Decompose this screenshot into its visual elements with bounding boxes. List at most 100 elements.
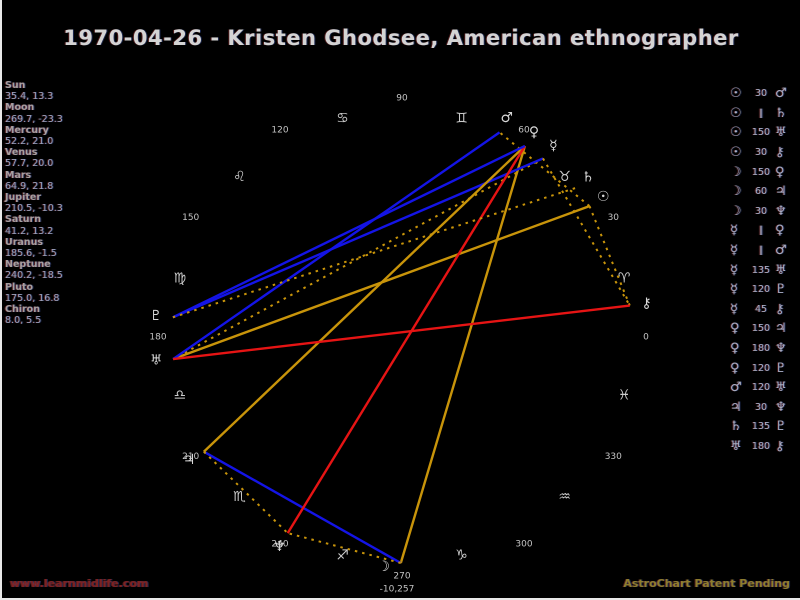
aspect-planet2-glyph: ♃ — [775, 321, 787, 337]
aspect-planet2-glyph: ♆ — [775, 399, 787, 415]
scorpio-sign-icon: ♏ — [233, 489, 246, 505]
libra-sign-icon: ♎ — [174, 387, 187, 403]
aspect-row: ☉ ∥ ♄ — [730, 104, 800, 124]
aspect-row: ☽ 30 ♆ — [730, 202, 800, 222]
moon-planet-icon: ☽ — [377, 559, 390, 575]
aspect-angle-label: ∥ — [758, 245, 764, 257]
aspect-planet2-glyph: ♅ — [775, 380, 787, 396]
aspect-planet2-glyph: ♆ — [775, 203, 787, 219]
aspect-planet1-glyph: ♄ — [730, 419, 742, 435]
pluto-planet-icon: ♇ — [150, 308, 163, 324]
aspect-angle-label: 150 — [751, 323, 771, 335]
pisces-sign-icon: ♓ — [618, 387, 631, 403]
aquarius-sign-icon: ♒ — [558, 489, 571, 505]
aspect-planet1-glyph: ☿ — [730, 243, 738, 259]
planet-position-value: 64.9, 21.8 — [5, 180, 54, 192]
aspect-planet2-glyph: ♂ — [775, 243, 787, 259]
capricorn-sign-icon: ♑ — [455, 547, 468, 563]
planet-position-value: 35.4, 13.3 — [5, 91, 54, 103]
aspect-row: ☽ 150 ♀ — [730, 162, 800, 182]
aspect-planet1-glyph: ♀ — [730, 360, 740, 376]
bottom-coordinate-label: -10,257 — [380, 585, 415, 595]
aspect-planet1-glyph: ☿ — [730, 301, 738, 317]
planet-name-venus: Venus — [5, 147, 38, 159]
aspect-planet1-glyph: ♀ — [730, 341, 740, 357]
aspect-line-saturn-pluto — [172, 187, 576, 319]
aspect-planet2-glyph: ⚷ — [775, 438, 785, 454]
planet-position-value: 8.0, 5.5 — [5, 315, 42, 327]
jupiter-planet-icon: ♃ — [183, 452, 196, 468]
degree-tick-30: 30 — [608, 213, 620, 223]
footer-patent-notice: AstroChart Patent Pending — [623, 577, 790, 590]
aspect-row: ☽ 60 ♃ — [730, 182, 800, 202]
page-title: 1970-04-26 - Kristen Ghodsee, American e… — [63, 26, 739, 50]
aspect-planet1-glyph: ☉ — [730, 125, 742, 141]
aspect-angle-label: 180 — [751, 440, 771, 452]
degree-tick-240: 240 — [271, 539, 288, 549]
aspect-angle-label: 150 — [751, 127, 771, 139]
planet-name-pluto: Pluto — [5, 281, 34, 293]
degree-tick-60: 60 — [518, 126, 530, 136]
aspects-panel: ☉ 30 ♂ ☉ ∥ ♄ ☉ 150 ♅ ☉ 30 ⚷ ☽ 150 ♀ ☽ 60 ♃ ☽ 30 ♆ ☿ ∥ ♀ ☿ ∥ ♂ ☿ 135 ♅… — [730, 84, 800, 456]
aspect-planet2-glyph: ♄ — [775, 105, 787, 121]
aspect-planet2-glyph: ♇ — [775, 360, 787, 376]
degree-tick-180: 180 — [149, 333, 166, 343]
aspect-line-sun-mars — [498, 131, 591, 207]
aspect-planet1-glyph: ☽ — [730, 184, 742, 200]
aspect-row: ☉ 150 ♅ — [730, 123, 800, 143]
aspect-angle-label: 120 — [751, 382, 771, 394]
aspect-planet1-glyph: ☿ — [730, 262, 738, 278]
degree-tick-330: 330 — [605, 452, 622, 462]
aspect-planet1-glyph: ☉ — [730, 145, 742, 161]
aspect-planet1-glyph: ☽ — [730, 203, 742, 219]
planet-name-mars: Mars — [5, 169, 32, 181]
aspect-planet2-glyph: ♅ — [775, 125, 787, 141]
aspect-line-sun-chiron — [588, 205, 631, 306]
aspect-planet1-glyph: ☽ — [730, 164, 742, 180]
planet-position-value: 185.6, -1.5 — [5, 248, 57, 260]
mars-planet-icon: ♂ — [500, 110, 513, 126]
footer-website-link[interactable]: www.learnmidlife.com — [10, 577, 149, 590]
aspect-row: ♀ 150 ♃ — [730, 319, 800, 339]
aspect-planet2-glyph: ♅ — [775, 262, 787, 278]
degree-tick-270: 270 — [393, 572, 410, 582]
virgo-sign-icon: ♍ — [174, 271, 187, 287]
aspect-planet2-glyph: ♀ — [775, 164, 785, 180]
aspect-row: ♃ 30 ♆ — [730, 398, 800, 418]
aspect-planet2-glyph: ⚷ — [775, 145, 785, 161]
aspect-angle-label: ∥ — [758, 107, 764, 119]
aspect-row: ☿ 120 ♇ — [730, 280, 800, 300]
aspect-line-mercury-pluto — [172, 157, 544, 319]
planet-name-chiron: Chiron — [5, 304, 40, 316]
aspect-line-venus-jupiter — [202, 145, 526, 453]
aspect-row: ☉ 30 ♂ — [730, 84, 800, 104]
aspect-angle-label: 30 — [754, 401, 768, 413]
degree-tick-90: 90 — [396, 94, 408, 104]
aspect-planet1-glyph: ☿ — [730, 282, 738, 298]
aspect-row: ☿ ∥ ♀ — [730, 221, 800, 241]
aspect-line-mercury-uranus — [172, 157, 544, 360]
aspect-row: ☉ 30 ⚷ — [730, 143, 800, 163]
planet-name-sun: Sun — [5, 80, 26, 91]
planet-name-neptune: Neptune — [5, 259, 51, 271]
planet-position-value: 52.2, 21.0 — [5, 136, 54, 148]
planet-name-moon: Moon — [5, 102, 35, 114]
aspect-planet1-glyph: ♀ — [730, 321, 740, 337]
aspect-planet1-glyph: ♅ — [730, 438, 742, 454]
planet-position-value: 41.2, 13.2 — [5, 225, 54, 237]
planet-position-value: 240.2, -18.5 — [5, 270, 63, 282]
leo-sign-icon: ♌ — [233, 169, 246, 185]
aspect-angle-label: 120 — [751, 284, 771, 296]
planet-position-value: 175.0, 16.8 — [5, 292, 60, 304]
aspect-angle-label: 30 — [754, 147, 768, 159]
neptune-planet-icon: ♆ — [273, 539, 286, 555]
sagittarius-sign-icon: ♐ — [336, 547, 349, 563]
aspect-planet1-glyph: ♂ — [730, 380, 742, 396]
aspect-angle-label: 30 — [754, 88, 768, 100]
planet-name-jupiter: Jupiter — [5, 192, 42, 204]
planet-name-uranus: Uranus — [5, 236, 43, 248]
cancer-sign-icon: ♋ — [336, 111, 349, 127]
aspect-line-moon-venus — [399, 145, 527, 564]
degree-tick-300: 300 — [515, 539, 532, 549]
